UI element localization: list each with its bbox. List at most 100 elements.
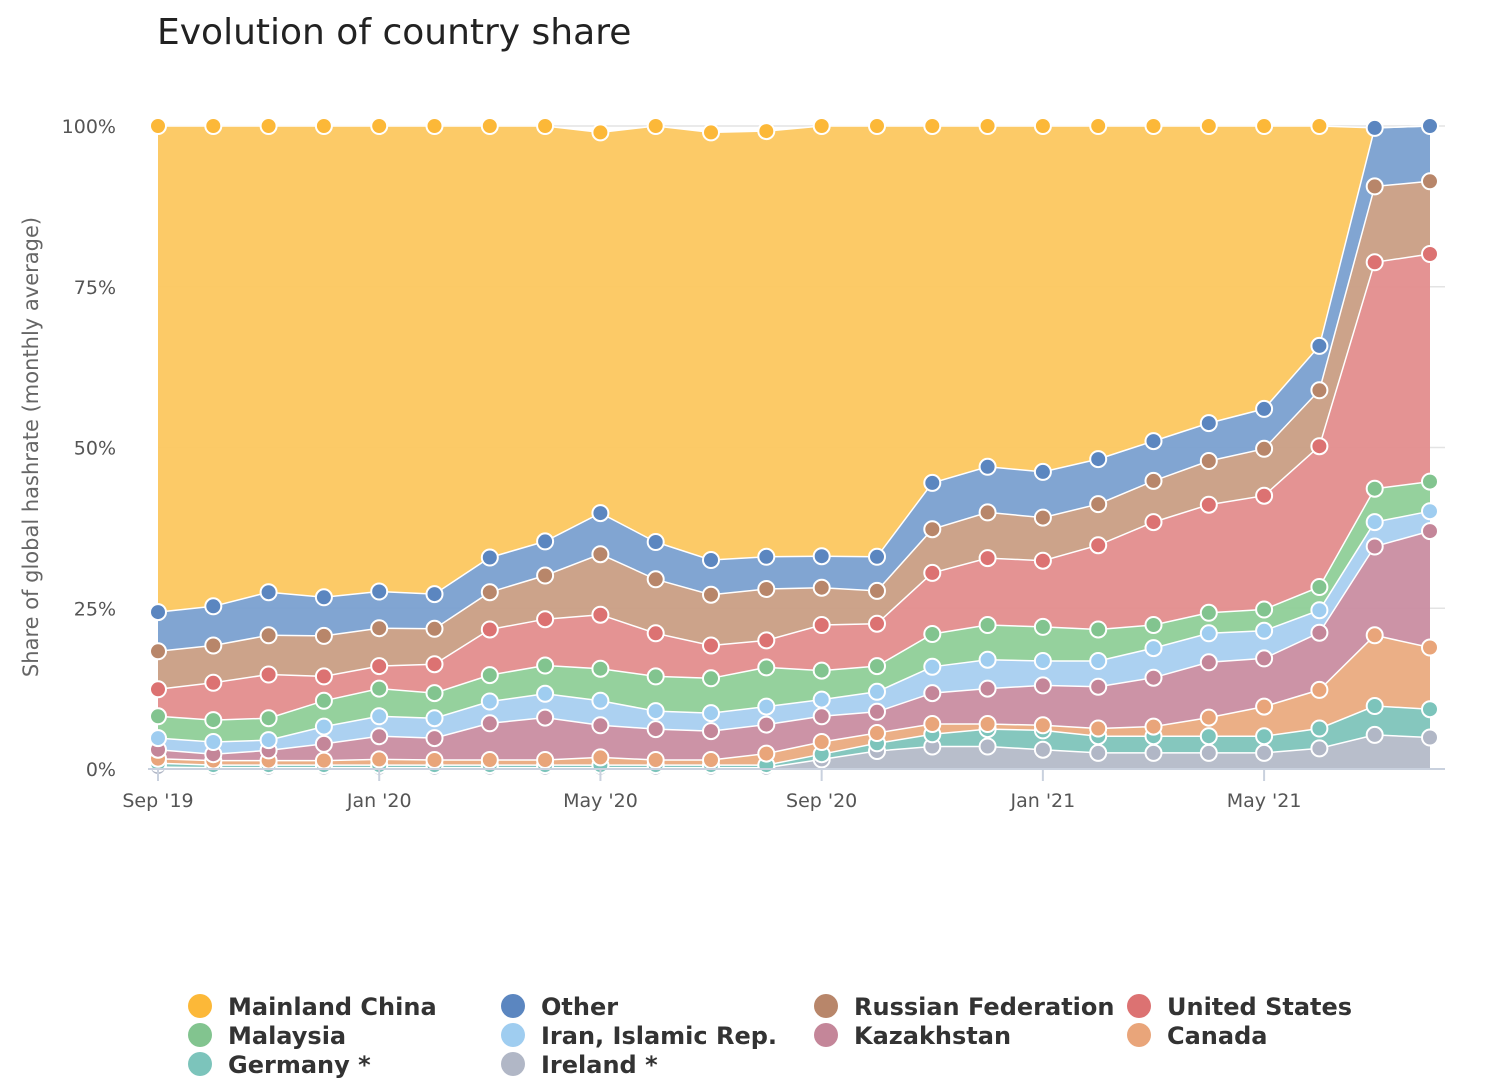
data-point — [1199, 708, 1218, 727]
data-point — [204, 597, 223, 616]
data-point — [978, 549, 997, 568]
data-point — [1421, 728, 1439, 747]
data-point — [1421, 472, 1439, 491]
data-point — [536, 117, 555, 135]
data-point — [702, 704, 720, 723]
data-point — [1089, 620, 1108, 639]
data-point — [536, 656, 555, 675]
data-point — [536, 708, 555, 727]
data-point — [480, 714, 499, 733]
data-point — [1421, 700, 1439, 719]
legend-item[interactable]: Other — [501, 993, 618, 1021]
data-point — [702, 123, 720, 142]
data-point — [1310, 623, 1329, 642]
data-point — [480, 583, 499, 602]
data-point — [1144, 639, 1163, 658]
data-point — [1144, 743, 1163, 762]
data-point — [1144, 471, 1163, 490]
data-point — [314, 734, 333, 753]
data-point — [425, 585, 444, 604]
data-point — [149, 642, 167, 661]
data-point — [1310, 680, 1329, 699]
data-point — [1255, 621, 1274, 640]
data-point — [812, 616, 831, 634]
data-point — [1421, 522, 1439, 541]
data-point — [646, 117, 665, 135]
legend-item[interactable]: Iran, Islamic Rep. — [501, 1022, 777, 1050]
data-point — [1144, 117, 1163, 135]
data-point — [1199, 495, 1218, 514]
series-lines — [157, 125, 1431, 769]
data-point — [1365, 513, 1384, 532]
data-point — [425, 684, 444, 703]
data-point — [259, 731, 278, 750]
data-point — [370, 619, 389, 638]
legend-item[interactable]: Germany * — [188, 1051, 371, 1079]
y-tick-label: 75% — [74, 277, 116, 299]
legend-item[interactable]: United States — [1127, 993, 1352, 1021]
data-point — [1033, 117, 1052, 135]
data-point — [978, 737, 997, 756]
data-point — [1255, 600, 1274, 619]
data-point — [757, 122, 776, 141]
legend-item[interactable]: Canada — [1127, 1022, 1267, 1050]
series-line — [157, 180, 1431, 653]
data-point — [1033, 551, 1052, 570]
data-point — [1144, 616, 1163, 634]
y-tick-label: 50% — [74, 438, 116, 460]
data-point — [1199, 624, 1218, 643]
data-point — [978, 117, 997, 135]
data-point — [1089, 450, 1108, 469]
legend-label: United States — [1167, 993, 1352, 1021]
series-line — [157, 705, 1431, 766]
data-point — [536, 566, 555, 585]
legend-label: Ireland * — [541, 1051, 658, 1079]
data-point — [1033, 740, 1052, 759]
legend-item[interactable]: Russian Federation — [814, 993, 1114, 1021]
data-point — [314, 626, 333, 645]
data-point — [1310, 381, 1329, 400]
area-russian-federation — [158, 181, 1430, 690]
data-point — [978, 503, 997, 522]
data-point — [591, 691, 610, 710]
data-point — [1310, 601, 1329, 620]
series-line — [157, 634, 1431, 762]
data-point — [812, 733, 831, 751]
data-point — [757, 697, 776, 716]
data-point — [314, 667, 333, 686]
data-point — [1033, 652, 1052, 670]
data-point — [757, 658, 776, 677]
data-point — [591, 504, 610, 523]
data-point — [1089, 743, 1108, 762]
area-series — [158, 126, 1430, 769]
legend-swatch — [188, 1052, 212, 1076]
data-point — [149, 117, 167, 135]
data-point — [149, 707, 167, 726]
data-point — [868, 724, 886, 742]
data-point — [370, 727, 389, 746]
data-point — [923, 715, 942, 733]
data-point — [868, 614, 886, 633]
data-point — [314, 691, 333, 710]
data-point — [868, 657, 886, 676]
legend-item[interactable]: Ireland * — [501, 1051, 658, 1079]
data-point — [204, 733, 223, 751]
data-point — [536, 751, 555, 769]
x-tick-label: Sep '19 — [122, 790, 193, 812]
data-point — [1421, 117, 1439, 135]
area-united-states — [158, 254, 1430, 721]
data-point — [1089, 652, 1108, 670]
legend-item[interactable]: Mainland China — [188, 993, 437, 1021]
legend-swatch — [1127, 1023, 1151, 1047]
data-point — [204, 117, 223, 135]
data-point — [646, 570, 665, 589]
data-point — [480, 666, 499, 685]
data-point — [923, 625, 942, 643]
data-point — [425, 751, 444, 769]
data-point — [1033, 462, 1052, 481]
legend-item[interactable]: Kazakhstan — [814, 1022, 1011, 1050]
legend-item[interactable]: Malaysia — [188, 1022, 346, 1050]
data-point — [1255, 117, 1274, 135]
series-line — [157, 253, 1431, 691]
